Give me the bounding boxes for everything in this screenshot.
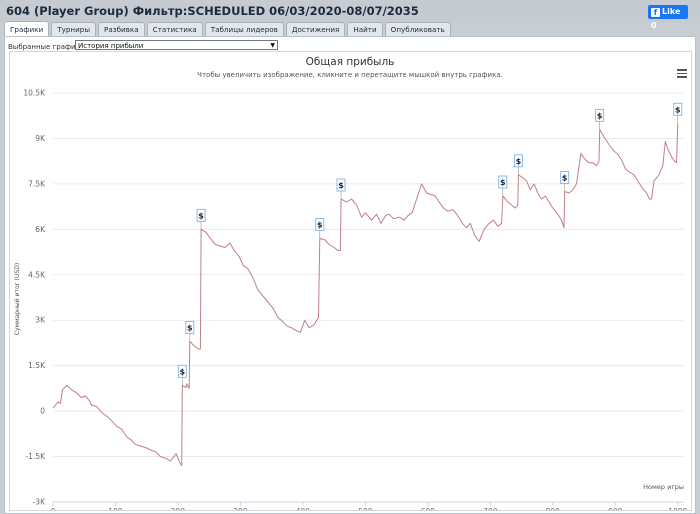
x-tick-label: 900	[608, 507, 623, 510]
big-win-flag-label: $	[198, 211, 204, 220]
hamburger-menu-icon[interactable]	[677, 69, 687, 79]
big-win-flag-box	[673, 102, 683, 116]
big-win-flag-box	[185, 320, 195, 334]
graph-selector-value: История прибыли	[78, 42, 144, 50]
big-win-flag: $	[196, 208, 206, 230]
graph-selector[interactable]: История прибыли ▼	[75, 40, 278, 50]
big-win-flag: $	[498, 175, 508, 197]
y-tick-label: 10.5K	[23, 89, 46, 98]
y-tick-label: 7.5K	[28, 179, 46, 188]
x-tick-label: 700	[483, 507, 498, 510]
tab-statistics[interactable]: Статистика	[146, 22, 203, 37]
big-win-flag-label: $	[338, 181, 344, 190]
big-win-flag: $	[315, 217, 325, 239]
tab-achievements[interactable]: Достижения	[285, 22, 346, 37]
y-tick-label: -1.5K	[25, 452, 46, 461]
graph-selector-label: Выбранные графики:	[8, 43, 87, 51]
x-tick-label: 600	[421, 507, 436, 510]
y-tick-label: 3K	[35, 316, 46, 325]
tab-graphs[interactable]: Графики	[4, 21, 50, 37]
x-tick-label: 300	[233, 507, 248, 510]
tab-leaderboards[interactable]: Таблицы лидеров	[204, 22, 284, 37]
y-tick-label: -3K	[33, 498, 46, 507]
like-label: Like 0	[651, 7, 681, 30]
facebook-like-button[interactable]: f Like 0	[648, 5, 688, 30]
page-title: 604 (Player Group) Фильтр:SCHEDULED 06/0…	[6, 4, 419, 18]
big-win-flag-label: $	[562, 173, 568, 182]
big-win-flag-label: $	[516, 157, 522, 166]
chevron-down-icon: ▼	[270, 42, 275, 49]
tab-publish[interactable]: Опубликовать	[384, 22, 451, 37]
big-win-flag-label: $	[597, 111, 603, 120]
x-tick-label: 1000	[668, 507, 687, 510]
y-tick-label: 6K	[35, 225, 46, 234]
x-tick-label: 200	[171, 507, 186, 510]
big-win-flag-label: $	[500, 178, 506, 187]
big-win-flag-box	[513, 154, 523, 168]
y-tick-label: 4.5K	[28, 270, 46, 279]
big-win-flag: $	[513, 154, 523, 175]
profit-chart[interactable]: Общая прибыль Чтобы увеличить изображени…	[9, 51, 692, 511]
big-win-flag-box	[498, 175, 508, 189]
y-tick-label: 9K	[35, 134, 46, 143]
x-tick-label: 500	[358, 507, 373, 510]
tab-bar: Графики Турниры Разбивка Статистика Таблицы …	[4, 21, 453, 37]
chart-subtitle: Чтобы увеличить изображение, кликните и …	[197, 71, 503, 79]
big-win-flag-label: $	[317, 220, 323, 229]
big-win-flag-box	[560, 171, 570, 184]
big-win-flag: $	[595, 108, 605, 130]
content-panel: Выбранные графики: История прибыли ▼ Общ…	[4, 36, 696, 514]
y-tick-label: 0	[40, 407, 45, 416]
big-win-flag-label: $	[675, 105, 681, 114]
chart-title: Общая прибыль	[306, 56, 395, 68]
x-tick-label: 0	[51, 507, 56, 510]
x-tick-label: 800	[546, 507, 561, 510]
tab-tournaments[interactable]: Турниры	[51, 22, 97, 37]
big-win-flag-box	[336, 178, 346, 192]
x-axis-label: Номер игры	[643, 483, 684, 491]
big-win-flag-label: $	[187, 323, 193, 332]
big-win-flag: $	[560, 171, 570, 192]
profit-series-line	[52, 123, 679, 467]
big-win-flag-box	[595, 108, 605, 122]
big-win-flag: $	[673, 102, 683, 124]
title-bar: 604 (Player Group) Фильтр:SCHEDULED 06/0…	[0, 0, 700, 30]
big-win-flag-label: $	[180, 367, 186, 376]
big-win-flag-box	[177, 364, 187, 378]
x-tick-label: 400	[296, 507, 311, 510]
y-tick-label: 1.5K	[28, 361, 46, 370]
x-tick-label: 100	[108, 507, 123, 510]
big-win-flag: $	[185, 320, 195, 342]
big-win-flag-box	[315, 217, 325, 231]
y-axis-label: Суммарный итог (USD)	[14, 263, 21, 335]
big-win-flag: $	[177, 364, 187, 386]
facebook-icon: f	[651, 8, 660, 17]
tab-breakdown[interactable]: Разбивка	[98, 22, 145, 37]
big-win-flag-box	[196, 208, 206, 222]
chart-svg: Общая прибыль Чтобы увеличить изображени…	[14, 56, 688, 510]
big-win-flag: $	[336, 178, 346, 200]
tab-find[interactable]: Найти	[347, 22, 383, 37]
